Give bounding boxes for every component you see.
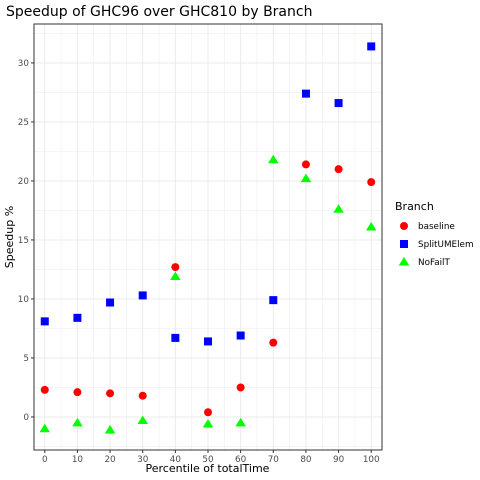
legend-key-baseline [400, 222, 408, 230]
y-tick-label: 0 [23, 413, 29, 423]
x-tick-label: 20 [104, 455, 116, 465]
data-point-splitumelem [138, 291, 147, 300]
data-point-baseline [171, 263, 180, 272]
x-tick-label: 90 [333, 455, 345, 465]
data-point-splitumelem [334, 99, 343, 108]
x-tick-label: 80 [300, 455, 312, 465]
data-point-nofailt [39, 423, 51, 433]
x-tick-label: 70 [268, 455, 280, 465]
y-tick-label: 20 [18, 177, 30, 187]
x-tick-label: 100 [363, 455, 380, 465]
chart-title: Speedup of GHC96 over GHC810 by Branch [6, 4, 312, 20]
x-tick-label: 60 [235, 455, 247, 465]
data-point-baseline [301, 160, 310, 169]
data-point-splitumelem [171, 333, 180, 342]
x-tick-label: 30 [137, 455, 149, 465]
data-point-baseline [236, 383, 245, 392]
legend: Branch baseline SplitUMElem NoFailT [395, 200, 474, 268]
y-tick-label: 10 [18, 295, 30, 305]
y-tick-label: 5 [23, 354, 29, 364]
x-axis-label: Percentile of totalTime [146, 462, 270, 475]
data-point-nofailt [268, 154, 279, 164]
legend-key-splitumelem [400, 240, 408, 248]
data-point-nofailt [72, 417, 83, 427]
data-point-splitumelem [367, 42, 376, 51]
legend-key-nofailt [398, 257, 410, 266]
y-tick-label: 15 [18, 236, 29, 246]
data-point-splitumelem [236, 331, 245, 340]
data-point-nofailt [104, 424, 116, 434]
x-tick-label: 40 [170, 455, 182, 465]
data-point-nofailt [365, 221, 377, 231]
data-point-baseline [40, 385, 49, 394]
y-tick-label: 30 [18, 59, 30, 69]
data-point-splitumelem [269, 296, 278, 305]
data-point-baseline [138, 391, 147, 400]
data-point-splitumelem [40, 317, 49, 326]
data-point-baseline [106, 389, 115, 398]
data-point-splitumelem [204, 337, 212, 346]
data-point-splitumelem [73, 313, 82, 322]
x-tick-label: 50 [202, 455, 214, 465]
data-point-baseline [73, 388, 82, 397]
legend-title: Branch [395, 200, 434, 213]
legend-label-baseline: baseline [418, 222, 455, 232]
legend-label-splitumelem: SplitUMElem [418, 240, 474, 250]
x-tick-label: 0 [42, 455, 48, 465]
data-point-nofailt [202, 419, 214, 428]
legend-label-nofailt: NoFailT [418, 258, 450, 268]
data-point-splitumelem [301, 89, 310, 98]
data-point-baseline [269, 338, 278, 347]
data-point-baseline [204, 408, 212, 417]
y-axis-label: Speedup % [3, 206, 16, 268]
data-point-baseline [367, 178, 376, 187]
data-point-nofailt [170, 271, 181, 281]
plot-panel: 0 10 20 30 40 50 60 70 80 90 100 0 5 10 15 20 25 30 [18, 23, 383, 465]
data-point-nofailt [333, 204, 344, 213]
x-tick-label: 10 [72, 455, 84, 465]
y-tick-label: 25 [18, 118, 29, 128]
data-point-baseline [334, 165, 343, 174]
data-point-nofailt [235, 417, 246, 427]
data-point-nofailt [137, 415, 148, 424]
data-point-nofailt [300, 173, 312, 183]
data-point-splitumelem [106, 298, 115, 307]
